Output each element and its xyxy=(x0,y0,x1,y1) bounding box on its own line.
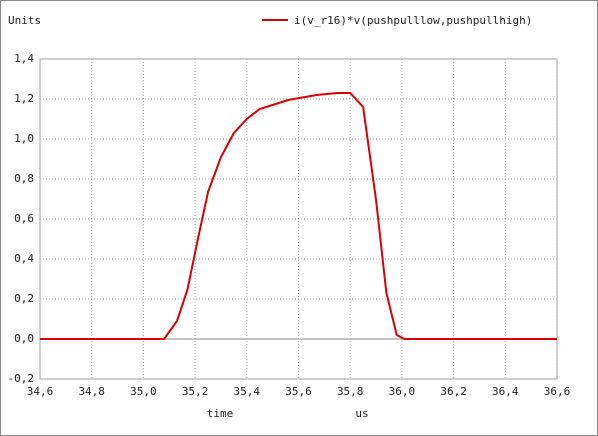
y-tick-label: 0,8 xyxy=(14,172,34,185)
y-tick-label: 0,6 xyxy=(14,212,34,225)
y-tick-label: -0,2 xyxy=(8,372,35,385)
x-unit-label: us xyxy=(355,407,368,420)
x-tick-label: 36,2 xyxy=(440,385,467,398)
x-tick-label: 35,8 xyxy=(337,385,364,398)
y-tick-label: 1,0 xyxy=(14,132,34,145)
x-tick-label: 36,4 xyxy=(492,385,519,398)
x-label: time xyxy=(207,407,234,420)
y-tick-label: 0,2 xyxy=(14,292,34,305)
y-tick-label: 0,4 xyxy=(14,252,34,265)
y-tick-label: 0,0 xyxy=(14,332,34,345)
y-tick-label: 1,2 xyxy=(14,92,34,105)
x-tick-label: 36,6 xyxy=(544,385,571,398)
y-tick-label: 1,4 xyxy=(14,52,34,65)
x-tick-label: 36,0 xyxy=(389,385,416,398)
x-tick-label: 34,6 xyxy=(27,385,54,398)
y-unit-label: Units xyxy=(8,14,41,27)
x-tick-label: 34,8 xyxy=(78,385,105,398)
x-tick-label: 35,4 xyxy=(234,385,261,398)
x-tick-label: 35,2 xyxy=(182,385,209,398)
series-line xyxy=(40,92,557,340)
legend-label: i(v_r16)*v(pushpulllow,pushpullhigh) xyxy=(294,14,532,27)
x-tick-label: 35,0 xyxy=(130,385,157,398)
x-tick-label: 35,6 xyxy=(285,385,312,398)
